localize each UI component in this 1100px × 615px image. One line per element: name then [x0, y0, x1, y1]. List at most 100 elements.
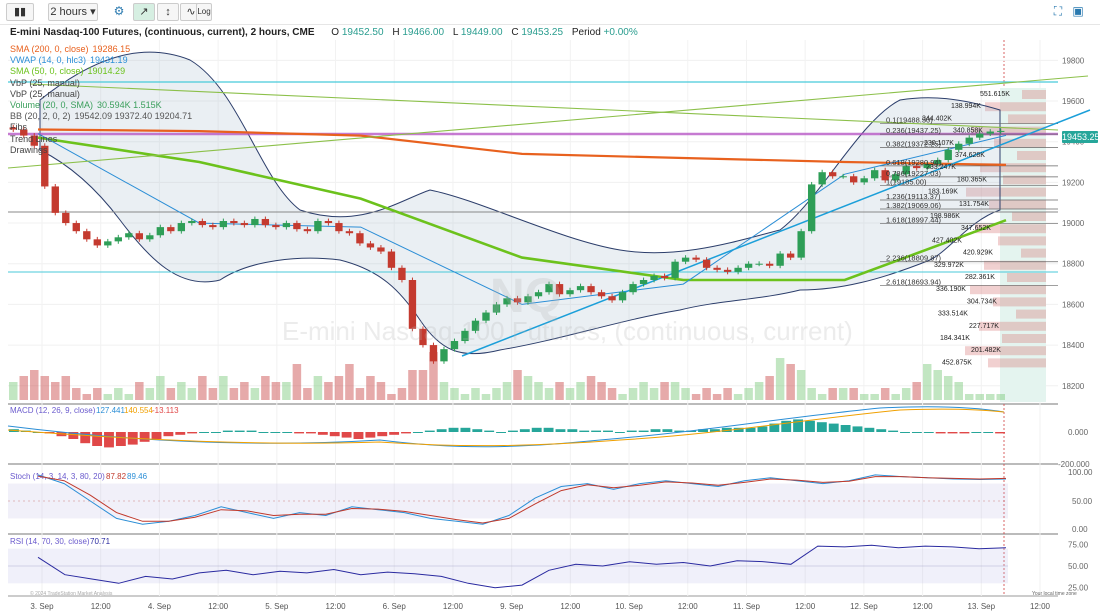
macd-title: MACD (12, 26, 9, close) — [10, 406, 96, 415]
cursor-tool-icon[interactable]: ↕ — [157, 3, 179, 21]
volume-bar — [712, 394, 722, 400]
volume-bar — [744, 388, 753, 400]
volume-bar — [198, 376, 207, 400]
candle-body — [240, 223, 249, 226]
vbp-volume-label: 551.615K — [980, 91, 1010, 98]
indicator-legend-item[interactable]: SMA (200, 0, close) 19286.15 — [10, 44, 134, 55]
volume-bar — [219, 376, 228, 400]
vbp-volume-label: 138.994K — [951, 103, 981, 110]
candle-body — [51, 186, 59, 213]
volume-bar — [565, 388, 575, 400]
macd-histogram-bar — [983, 432, 994, 433]
indicator-name: VbP (25, manual) — [10, 77, 80, 88]
volume-bar — [418, 370, 428, 400]
macd-histogram-bar — [175, 432, 186, 435]
volume-bar — [177, 382, 186, 400]
candle-body — [513, 298, 522, 303]
candle-body — [471, 320, 480, 331]
candle-body — [272, 225, 280, 228]
time-tick-label: 12:00 — [326, 602, 347, 611]
time-tick-label: 6. Sep — [383, 602, 407, 611]
macd-histogram-bar — [698, 429, 708, 432]
macd-histogram-bar — [531, 427, 542, 432]
vbp-bar — [970, 285, 1046, 295]
volume-bar — [9, 382, 18, 400]
indicator-legend-item[interactable]: Fibs — [10, 122, 31, 133]
stoch-value: 87.82 — [106, 472, 127, 481]
macd-histogram-bar — [139, 432, 150, 442]
rsi-line — [37, 544, 1007, 589]
macd-histogram-bar — [816, 422, 827, 432]
candle-body — [692, 257, 700, 260]
candle-body — [618, 292, 627, 301]
volume-bar — [922, 364, 932, 400]
volume-bar — [891, 394, 900, 400]
candle-body — [198, 221, 207, 226]
volume-bar — [544, 388, 554, 400]
indicator-legend-item[interactable]: SMA (50, 0, close) 19014.29 — [10, 66, 129, 77]
candle-body — [156, 227, 165, 236]
candle-body — [377, 247, 385, 252]
vbp-volume-label: 230.107K — [924, 140, 954, 147]
candle-body — [261, 218, 270, 226]
candle-body — [83, 231, 91, 240]
candle-body — [450, 341, 459, 350]
candle-body — [923, 164, 931, 169]
vbp-bar — [1021, 248, 1046, 258]
volume-bar — [849, 388, 858, 400]
candle-body — [41, 145, 49, 187]
indicator-legend-item[interactable]: Drawings — [10, 145, 52, 156]
candle-body — [104, 241, 112, 246]
vbp-volume-label: 131.754K — [959, 201, 989, 208]
indicator-legend-item[interactable]: VWAP (14, 0, hlc3) 19431.19 — [10, 55, 132, 66]
sma50-line — [37, 136, 1007, 282]
camera-icon[interactable]: ▣ — [1072, 4, 1084, 18]
macd-histogram-bar — [519, 429, 530, 432]
macd-histogram-bar — [591, 430, 602, 432]
volume-bar — [513, 370, 522, 400]
candle-body — [524, 296, 532, 303]
macd-histogram-bar — [793, 419, 804, 432]
rsi-tick-label: 75.00 — [1068, 540, 1089, 549]
settings-gear-icon[interactable]: ⚙ — [113, 4, 125, 18]
candle-body — [72, 223, 80, 232]
macd-tick-label: 0.000 — [1068, 428, 1089, 437]
macd-histogram-bar — [626, 430, 637, 432]
indicator-legend-item[interactable]: Trend Lines — [10, 134, 61, 145]
fullscreen-icon[interactable]: ⛶ — [1053, 4, 1063, 18]
vbp-bar — [971, 126, 1046, 136]
candle-body — [744, 263, 753, 268]
vbp-volume-label: 427.402K — [932, 237, 962, 244]
indicator-legend-item[interactable]: BB (20, 2, 0, 2) 19542.09 19372.40 19204.… — [10, 111, 196, 122]
volume-bar — [324, 382, 333, 400]
volume-bar — [534, 382, 543, 400]
candle-body — [324, 221, 333, 224]
interval-select[interactable]: 2 hours ▾ — [48, 3, 98, 21]
zoom-tool-icon[interactable]: ↗ — [133, 3, 155, 21]
trend-line — [461, 109, 1091, 357]
candle-body — [881, 170, 889, 181]
macd-histogram-bar — [769, 423, 780, 432]
volume-bar — [576, 382, 585, 400]
period-label: Period — [571, 27, 601, 38]
macd-histogram-bar — [567, 429, 578, 432]
macd-histogram-bar — [424, 430, 435, 432]
candle-body — [976, 133, 984, 138]
indicator-legend-item[interactable]: Volume (20, 0, SMA) 30.594K 1.515K — [10, 100, 166, 111]
macd-histogram-bar — [377, 432, 388, 437]
candle-body — [902, 166, 910, 175]
log-scale-button[interactable]: Log — [196, 3, 212, 21]
vbp-volume-label: 304.734K — [967, 298, 997, 305]
candle-body — [650, 275, 658, 280]
indicator-legend-item[interactable]: VbP (25, manual) — [10, 78, 84, 89]
macd-histogram-bar — [935, 432, 946, 434]
volume-bar — [586, 376, 596, 400]
chart-type-candles-button[interactable]: ▮▮ — [6, 3, 34, 21]
candle-body — [892, 174, 900, 181]
vbp-bar — [1016, 309, 1046, 319]
indicator-legend-item[interactable]: VbP (25, manual) — [10, 89, 84, 100]
macd-histogram-bar — [365, 432, 376, 438]
volume-bar — [859, 394, 869, 400]
candle-body — [702, 259, 711, 268]
